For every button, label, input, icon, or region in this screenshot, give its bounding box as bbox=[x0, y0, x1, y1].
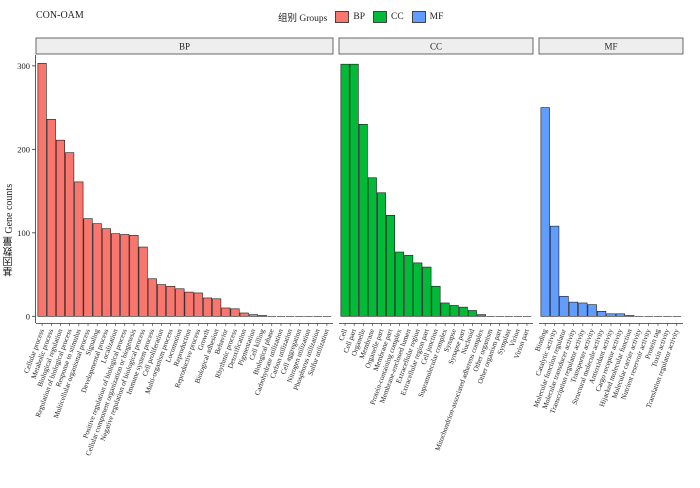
bar bbox=[202, 297, 212, 317]
bar bbox=[230, 308, 240, 317]
legend-label-cc: CC bbox=[390, 12, 404, 22]
bar bbox=[395, 251, 405, 317]
bar bbox=[175, 288, 185, 317]
bar bbox=[129, 235, 139, 317]
bar bbox=[111, 233, 121, 317]
bar bbox=[248, 314, 258, 317]
bar bbox=[138, 246, 148, 317]
bar bbox=[120, 234, 130, 317]
y-tick-label: 200 bbox=[17, 144, 30, 154]
legend-item-mf: MF bbox=[411, 11, 444, 23]
bar bbox=[422, 266, 432, 317]
bar bbox=[625, 315, 635, 317]
y-tick-label: 0 bbox=[26, 311, 30, 321]
bar bbox=[458, 306, 468, 317]
legend-key-cc bbox=[372, 11, 387, 23]
bar bbox=[587, 304, 597, 317]
legend-item-cc: CC bbox=[372, 11, 404, 23]
y-tick-label: 300 bbox=[17, 61, 30, 71]
plot-title: CON-OAM bbox=[36, 10, 84, 21]
facet-strip-cc bbox=[338, 37, 534, 55]
bar bbox=[46, 118, 56, 317]
bar bbox=[549, 225, 560, 317]
bar bbox=[376, 192, 386, 317]
bar bbox=[92, 223, 102, 317]
bar bbox=[440, 302, 450, 317]
bar bbox=[413, 262, 423, 317]
facet-strip-label-bp: BP bbox=[179, 42, 190, 52]
legend-key-bp bbox=[335, 11, 350, 23]
bar bbox=[606, 313, 616, 317]
bar bbox=[37, 63, 47, 317]
bar bbox=[83, 218, 93, 317]
bar bbox=[476, 314, 486, 317]
facet-strip-bp bbox=[35, 37, 334, 55]
legend-item-bp: BP bbox=[335, 11, 365, 23]
bar bbox=[193, 292, 203, 317]
facet-strip-mf bbox=[538, 37, 684, 55]
bar bbox=[221, 307, 231, 317]
bar bbox=[147, 278, 157, 317]
legend-title: 组别 Groups bbox=[278, 14, 328, 24]
bar bbox=[184, 291, 194, 317]
bar bbox=[340, 63, 350, 317]
bar bbox=[239, 312, 249, 317]
bar bbox=[258, 315, 268, 317]
bar bbox=[431, 285, 441, 317]
legend-key-mf bbox=[411, 11, 426, 23]
legend-label-bp: BP bbox=[353, 12, 365, 22]
bar bbox=[101, 228, 111, 317]
bar bbox=[367, 177, 377, 317]
bar bbox=[540, 107, 550, 317]
facet-strip-label-cc: CC bbox=[430, 42, 442, 52]
bar bbox=[358, 123, 368, 317]
bar bbox=[559, 295, 569, 317]
legend: 组别 Groups BP CC MF bbox=[278, 10, 451, 24]
bar bbox=[74, 181, 84, 317]
bar bbox=[386, 214, 396, 317]
bar bbox=[467, 310, 477, 317]
bar bbox=[349, 63, 359, 317]
bar bbox=[615, 313, 626, 317]
x-tick-label: Cell bbox=[337, 328, 349, 342]
bar bbox=[55, 139, 65, 317]
legend-label-mf: MF bbox=[429, 12, 444, 22]
bar bbox=[449, 305, 459, 317]
bar bbox=[578, 302, 588, 317]
bar bbox=[157, 284, 167, 317]
facet-strip-label-mf: MF bbox=[604, 42, 617, 52]
bar bbox=[65, 152, 75, 317]
bar bbox=[166, 285, 176, 317]
bar bbox=[596, 311, 607, 317]
bar bbox=[212, 298, 222, 317]
bar bbox=[568, 301, 579, 317]
y-tick-label: 100 bbox=[17, 228, 30, 238]
bar bbox=[404, 255, 414, 317]
